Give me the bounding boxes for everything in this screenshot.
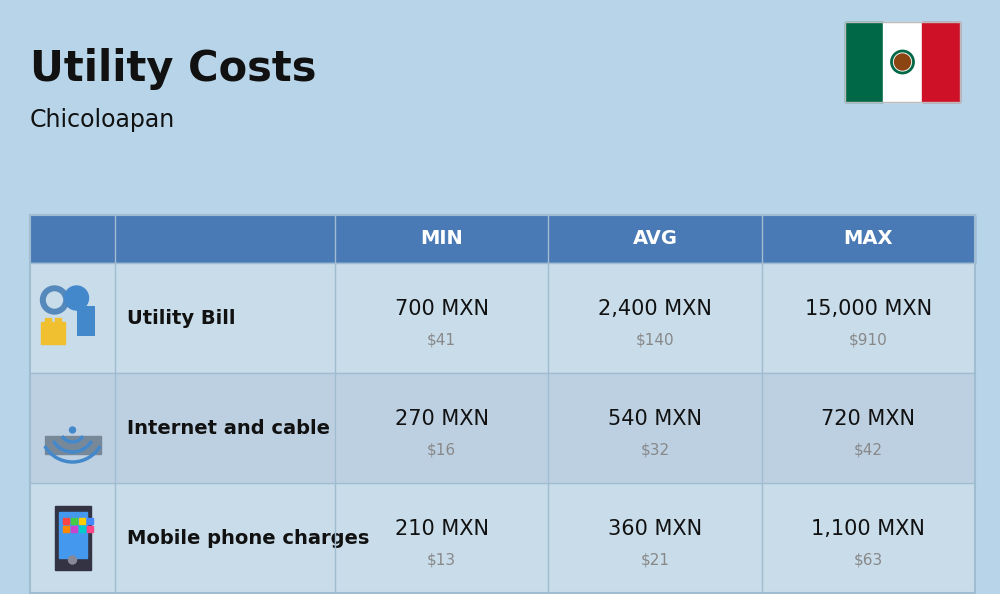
Text: Utility Costs: Utility Costs — [30, 48, 316, 90]
Text: Chicoloapan: Chicoloapan — [30, 108, 175, 132]
Text: 360 MXN: 360 MXN — [608, 519, 702, 539]
Text: Mobile phone charges: Mobile phone charges — [127, 529, 369, 548]
Circle shape — [68, 556, 76, 564]
Bar — [883, 22, 922, 102]
Bar — [44, 318, 50, 326]
Bar — [70, 526, 76, 532]
Bar — [845, 22, 960, 102]
Bar — [58, 512, 87, 558]
Text: 540 MXN: 540 MXN — [608, 409, 702, 429]
Bar — [87, 518, 92, 524]
Text: $41: $41 — [427, 333, 456, 347]
Bar — [30, 373, 975, 483]
Text: AVG: AVG — [633, 229, 678, 248]
Bar — [54, 318, 60, 326]
Bar — [87, 526, 92, 532]
Text: Internet and cable: Internet and cable — [127, 419, 330, 438]
Bar — [40, 322, 64, 344]
Bar — [70, 518, 76, 524]
Bar — [78, 526, 84, 532]
Text: MIN: MIN — [420, 229, 463, 248]
Text: MAX: MAX — [844, 229, 893, 248]
Bar — [30, 483, 975, 593]
Bar — [78, 518, 84, 524]
Text: 210 MXN: 210 MXN — [395, 519, 489, 539]
Text: 720 MXN: 720 MXN — [821, 409, 915, 429]
Bar — [76, 306, 94, 336]
Text: $32: $32 — [640, 443, 670, 457]
Text: $13: $13 — [427, 552, 456, 567]
Text: $140: $140 — [636, 333, 674, 347]
Circle shape — [64, 286, 88, 310]
Circle shape — [46, 292, 62, 308]
Bar — [62, 526, 68, 532]
Bar — [30, 263, 975, 373]
Bar — [44, 436, 100, 454]
Bar — [30, 215, 975, 593]
Text: 15,000 MXN: 15,000 MXN — [805, 299, 932, 319]
Circle shape — [40, 286, 68, 314]
Text: 1,100 MXN: 1,100 MXN — [811, 519, 925, 539]
Text: $910: $910 — [849, 333, 888, 347]
Circle shape — [895, 54, 910, 70]
Text: $16: $16 — [427, 443, 456, 457]
Bar — [845, 22, 883, 102]
Bar — [54, 506, 90, 570]
Bar — [62, 518, 68, 524]
Text: $42: $42 — [854, 443, 883, 457]
Text: $21: $21 — [640, 552, 670, 567]
Text: 270 MXN: 270 MXN — [395, 409, 489, 429]
Text: $63: $63 — [854, 552, 883, 567]
Bar — [30, 215, 975, 263]
Text: Utility Bill: Utility Bill — [127, 308, 236, 327]
Bar — [922, 22, 960, 102]
Text: 2,400 MXN: 2,400 MXN — [598, 299, 712, 319]
Circle shape — [70, 427, 76, 433]
Text: 700 MXN: 700 MXN — [395, 299, 489, 319]
